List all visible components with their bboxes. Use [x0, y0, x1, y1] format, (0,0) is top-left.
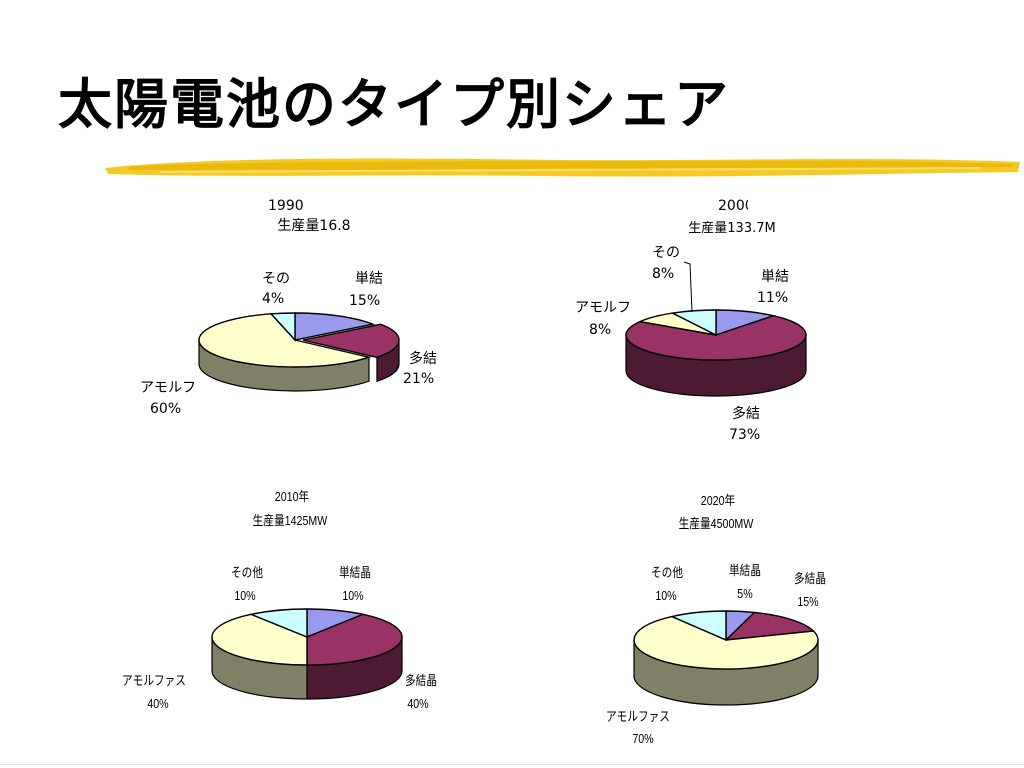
pie-3-group: [633, 610, 819, 706]
pie-2000-label-amorphous: アモルフ: [575, 300, 631, 316]
pie-2010-value-amorphous: 40%: [147, 696, 169, 711]
pie-2010-value-other: 10%: [234, 588, 256, 603]
pie-0-slice-other: [269, 312, 296, 342]
pie-2000-label-poly: 多結: [732, 406, 760, 422]
chart-2020-subtitle: 生産量4500MW: [678, 516, 754, 531]
pie-2010-label-single: 単結晶: [338, 565, 371, 580]
pie-2-slice-poly: [306, 613, 403, 666]
chart-1990-title: 1990: [268, 198, 304, 214]
pie-2000-value-poly: 73%: [729, 427, 761, 443]
pie-2010-label-poly: 多結晶: [404, 673, 437, 688]
chart-2010-subtitle: 生産量1425MW: [252, 513, 328, 528]
pie-2010-value-single: 10%: [342, 588, 364, 603]
pie-2020-value-other: 10%: [655, 588, 677, 603]
pie-2000-label-other: その: [652, 245, 680, 261]
pie-1990-value-single: 15%: [349, 293, 381, 309]
chart-1990-subtitle: 生産量16.8: [277, 218, 351, 234]
pie-0-slice-poly: [302, 323, 400, 359]
pie-1990-label-single: 単結: [355, 271, 383, 287]
chart-2000-subtitle: 生産量133.7M: [688, 221, 776, 236]
pie-1-slice-poly: [625, 315, 807, 361]
pie-2-slice-other: [248, 608, 308, 639]
pie-1990-label-poly: 多結: [409, 351, 437, 367]
pie-2020-value-amorphous: 70%: [632, 731, 654, 746]
pie-2010-label-amorphous: アモルファス: [122, 673, 186, 688]
pie-2-slice-amorphous: [211, 613, 308, 666]
pie-2020-label-other: その他: [650, 565, 683, 580]
chart-2000-title: 2000: [718, 198, 748, 214]
chart-2010-title: 2010年: [274, 489, 310, 504]
pie-2020-label-single: 単結晶: [728, 563, 761, 578]
pie-2020-value-single: 5%: [737, 586, 753, 601]
slide-title: 太陽電池のタイプ別シェア: [58, 73, 730, 136]
pie-2020-label-amorphous: アモルファス: [606, 709, 670, 724]
pie-1-group: [625, 309, 807, 397]
pie-2010-value-poly: 40%: [407, 696, 429, 711]
pie-2000-value-amorphous: 8%: [589, 322, 612, 338]
brush-stroke-divider: [105, 158, 1020, 177]
chart-2020-title: 2020年: [700, 493, 736, 508]
pie-2000-leader-line-other: [683, 261, 693, 313]
pie-1990-value-poly: 21%: [403, 371, 435, 387]
pie-2010-label-other: その他: [230, 565, 263, 580]
pie-3-slice-other: [669, 610, 727, 642]
pie-1990-value-amorphous: 60%: [150, 401, 182, 417]
pie-0-group: [198, 312, 400, 392]
pie-3-slice-amorphous: [633, 615, 819, 670]
pie-2020-label-poly: 多結晶: [793, 571, 826, 586]
pie-2000-label-single: 単結: [761, 269, 789, 285]
pie-1990-label-amorphous: アモルフ: [140, 380, 196, 396]
pie-0-slice-amorphous: [198, 313, 372, 368]
pie-2000-value-single: 11%: [757, 290, 789, 306]
pie-1-slice-other: [670, 309, 717, 337]
pie-2-group: [211, 608, 403, 700]
pie-2000-value-other: 8%: [652, 266, 675, 282]
footer-divider: [0, 764, 1024, 765]
pie-2020-value-poly: 15%: [797, 594, 819, 609]
pie-1990-value-other: 4%: [262, 291, 285, 307]
pie-0-slice-single: [294, 312, 376, 341]
pie-1990-label-other: その: [262, 271, 290, 287]
